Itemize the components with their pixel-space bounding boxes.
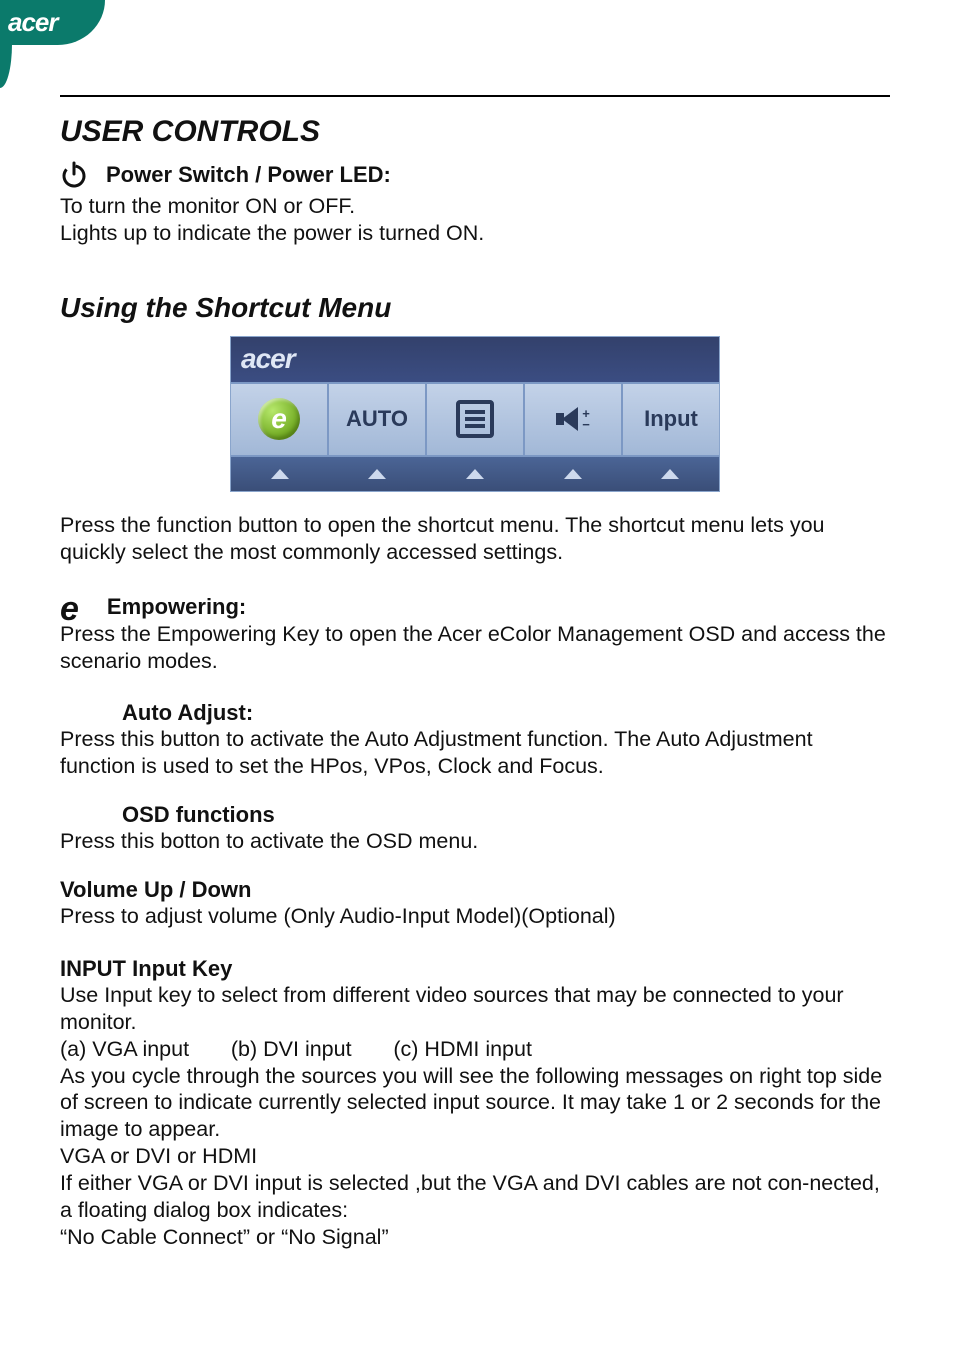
menu-btn-auto[interactable]: AUTO [329, 384, 427, 455]
top-rule [60, 95, 890, 97]
empowering-e-icon: e [60, 596, 79, 623]
menu-list-icon [456, 400, 494, 438]
page-content: USER CONTROLS Power Switch / Power LED: … [60, 95, 890, 1251]
menu-button-row: e AUTO +− Input [231, 382, 719, 457]
arrow-up-icon [426, 457, 524, 491]
power-heading-row: Power Switch / Power LED: [60, 161, 890, 189]
input-desc-3: As you cycle through the sources you wil… [60, 1063, 890, 1144]
input-heading: INPUT Input Key [60, 956, 890, 982]
input-desc-5: If either VGA or DVI input is selected ,… [60, 1170, 890, 1224]
menu-btn-volume[interactable]: +− [525, 384, 623, 455]
empowering-desc: Press the Empowering Key to open the Ace… [60, 621, 890, 675]
arrow-up-icon [231, 457, 329, 491]
menu-btn-input[interactable]: Input [623, 384, 719, 455]
shortcut-desc: Press the function button to open the sh… [60, 512, 890, 566]
volume-desc: Press to adjust volume (Only Audio-Input… [60, 903, 890, 930]
arrow-up-icon [524, 457, 622, 491]
arrow-up-icon [329, 457, 427, 491]
input-desc-6: “No Cable Connect” or “No Signal” [60, 1224, 890, 1251]
power-desc-1: To turn the monitor ON or OFF. [60, 193, 890, 220]
menu-arrow-row [231, 457, 719, 491]
power-icon [60, 161, 88, 189]
empowering-heading: Empowering: [107, 594, 246, 620]
volume-icon: +− [556, 407, 590, 431]
empowering-heading-row: e Empowering: [60, 594, 890, 621]
auto-adjust-desc: Press this button to activate the Auto A… [60, 726, 890, 780]
menu-brand-logo: acer [241, 343, 295, 375]
auto-adjust-heading: Auto Adjust: [122, 700, 253, 726]
input-desc-4: VGA or DVI or HDMI [60, 1143, 890, 1170]
section-heading-shortcut: Using the Shortcut Menu [60, 292, 890, 324]
shortcut-menu-graphic: acer e AUTO +− Input [230, 336, 720, 492]
brand-corner: acer [0, 0, 105, 45]
menu-btn-empowering[interactable]: e [231, 384, 329, 455]
osd-desc: Press this botton to activate the OSD me… [60, 828, 890, 855]
brand-logo-text: acer [8, 7, 58, 38]
empowering-icon: e [258, 398, 300, 440]
osd-heading: OSD functions [122, 802, 275, 828]
menu-titlebar: acer [231, 337, 719, 382]
menu-btn-osd[interactable] [427, 384, 525, 455]
volume-heading: Volume Up / Down [60, 877, 890, 903]
input-desc-1: Use Input key to select from different v… [60, 982, 890, 1036]
section-heading-user-controls: USER CONTROLS [60, 115, 890, 149]
arrow-up-icon [621, 457, 719, 491]
power-desc-2: Lights up to indicate the power is turne… [60, 220, 890, 247]
power-heading-text: Power Switch / Power LED: [106, 162, 391, 188]
input-desc-2: (a) VGA input (b) DVI input (c) HDMI inp… [60, 1036, 890, 1063]
